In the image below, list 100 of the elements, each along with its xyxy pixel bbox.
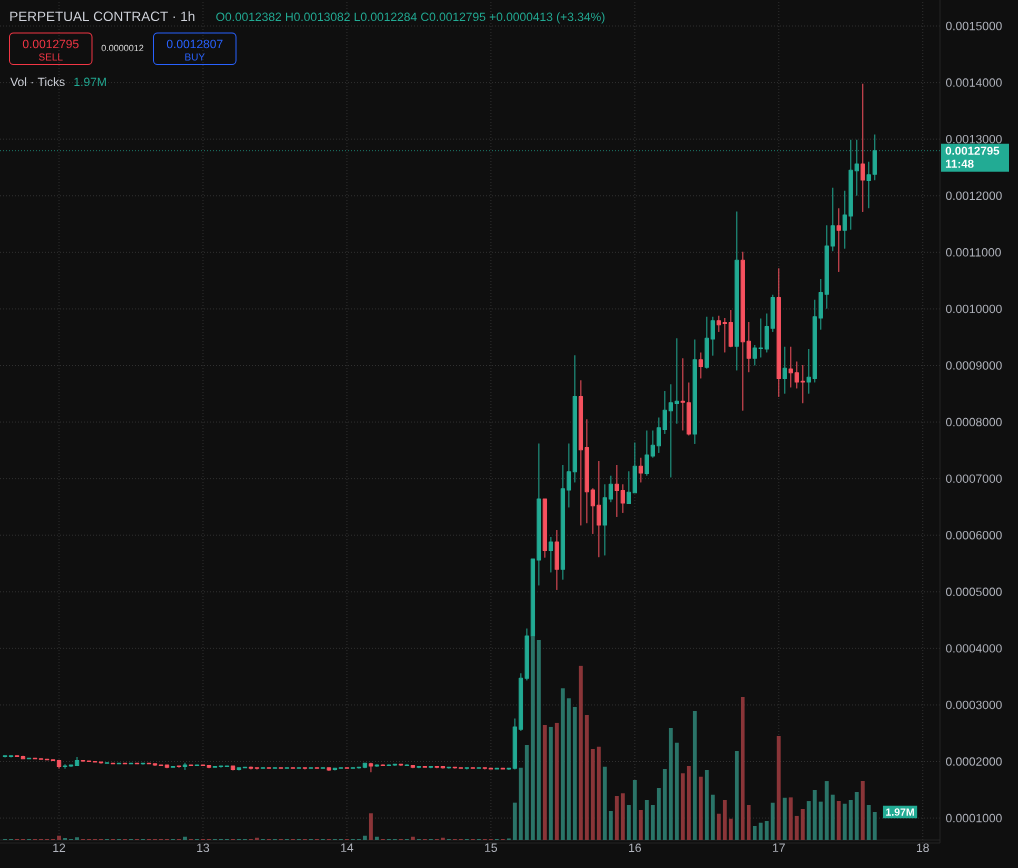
candlestick: [386, 763, 392, 766]
ref-line-label: 0.0012795: [945, 146, 1000, 155]
bar: [620, 793, 625, 840]
candlestick: [2, 754, 8, 758]
candlestick: [680, 357, 685, 431]
y-tick-label: 0.0011000: [946, 248, 1001, 257]
candlestick: [140, 762, 146, 765]
y-tick-label: 0.0012000: [946, 191, 1002, 200]
bar: [710, 794, 715, 840]
annotation: SELL: [38, 53, 63, 61]
candlestick: [224, 765, 230, 768]
bar: [818, 801, 823, 840]
bar: [584, 714, 589, 840]
candlestick: [734, 211, 739, 371]
candlestick: [20, 755, 26, 760]
candlestick: [482, 767, 488, 770]
candlestick: [86, 760, 92, 763]
candlestick: [548, 536, 554, 573]
annotation: 0.0012795: [22, 39, 79, 49]
candlestick: [572, 354, 578, 483]
bar: [554, 722, 559, 840]
annotation: 1.97M: [74, 77, 106, 87]
y-tick-label: 0.0013000: [946, 134, 1002, 144]
candlestick: [236, 767, 242, 771]
bar: [602, 766, 607, 840]
bar: [866, 804, 871, 840]
candlestick: [170, 765, 176, 768]
bar: [830, 794, 835, 840]
bar: [806, 801, 811, 840]
bar: [800, 808, 805, 840]
candlestick: [620, 483, 626, 514]
candlestick: [440, 765, 446, 769]
y-tick-label: 0.0002000: [946, 757, 1002, 766]
y-tick-label: 0.0014000: [946, 78, 1002, 87]
bar: [788, 797, 793, 840]
text: PERPETUAL CONTRACT · 1h: [10, 11, 195, 22]
bar: [704, 770, 709, 840]
y-tick-label: 0.0009000: [946, 361, 1002, 370]
y-tick-label: 0.0006000: [946, 530, 1002, 540]
candlestick: [494, 767, 500, 770]
bar: [512, 802, 517, 840]
candlestick: [398, 763, 404, 766]
bar: [548, 726, 553, 840]
bar: [860, 781, 865, 840]
candlestick: [302, 767, 308, 770]
bar: [668, 728, 673, 840]
bar: [596, 746, 601, 840]
bar: [362, 835, 367, 840]
bar: [782, 797, 787, 840]
candlestick: [578, 379, 584, 526]
bar: [854, 792, 859, 840]
y-tick-label: 0.0007000: [946, 474, 1002, 483]
bar: [692, 711, 697, 840]
bar: [75, 837, 79, 840]
bar: [566, 698, 571, 840]
candlestick: [566, 443, 572, 508]
bar: [698, 776, 703, 840]
bar: [848, 800, 853, 840]
bar: [57, 835, 61, 840]
bar: [590, 749, 595, 840]
x-tick-label: 12: [53, 843, 66, 852]
candlestick: [506, 767, 512, 770]
bar: [680, 773, 685, 840]
y-tick-label: 0.0010000: [946, 304, 1002, 314]
candlestick: [218, 765, 224, 768]
candlestick: [860, 83, 865, 213]
bar: [656, 787, 661, 840]
candlestick: [488, 767, 494, 770]
candlestick: [26, 757, 32, 760]
candlestick: [836, 207, 841, 273]
bar: [686, 765, 691, 840]
bar: [632, 780, 637, 840]
candlestick: [554, 529, 560, 591]
bar: [872, 812, 877, 840]
candlestick: [686, 381, 691, 436]
candlestick: [608, 475, 614, 503]
candlestick: [404, 763, 410, 766]
bar: [650, 804, 655, 840]
bar: [674, 742, 679, 840]
bar: [626, 804, 631, 840]
candlestick: [326, 767, 332, 772]
x-tick-label: 17: [773, 843, 785, 852]
candlestick: [368, 762, 374, 773]
candlestick: [560, 464, 566, 580]
candlestick: [98, 761, 104, 764]
annotation: 0.0000012: [101, 44, 144, 52]
candlestick: [434, 766, 440, 769]
text: O0.0012382 H0.0013082 L0.0012284 C0.0012795 +0.0000413 (+3.34%): [216, 12, 605, 24]
candlestick: [380, 763, 386, 766]
y-tick-label: 0.0001000: [946, 813, 1002, 823]
candlestick: [428, 766, 434, 769]
bar: [560, 688, 565, 840]
candlestick: [56, 759, 62, 769]
candlestick: [392, 763, 398, 766]
x-tick-label: 15: [485, 843, 498, 852]
candlestick: [410, 764, 416, 769]
candlestick: [500, 767, 506, 770]
candlestick: [638, 457, 644, 483]
candlestick: [782, 346, 787, 394]
bar: [63, 837, 67, 840]
